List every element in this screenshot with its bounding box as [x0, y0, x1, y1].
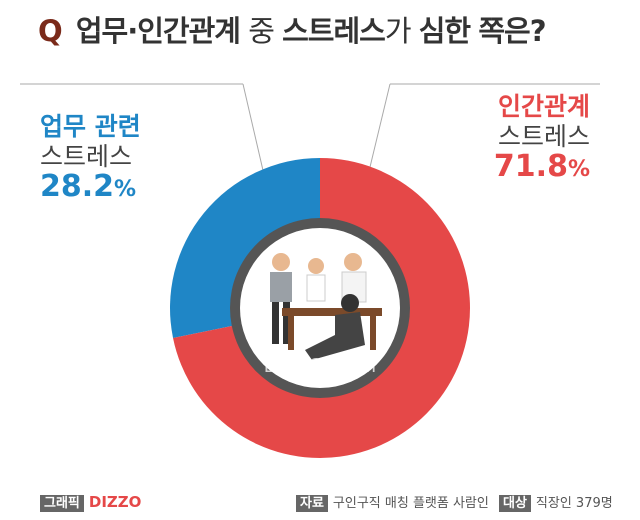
label-relationship: 인간관계 스트레스 71.8% [494, 92, 590, 185]
label-work: 업무 관련 스트레스 28.2% [40, 112, 141, 205]
title-part: 쪽은? [478, 14, 546, 48]
title-part: 스트레스 [282, 14, 386, 48]
value: 71.8 [493, 149, 568, 184]
unit: % [567, 157, 590, 182]
title-part: 가 [384, 14, 412, 48]
value: 28.2 [40, 169, 115, 204]
footer-source: 자료 구인구직 매칭 플랫폼 사람인 대상 직장인 379명 [296, 492, 613, 512]
source-tag: 자료 [296, 495, 328, 512]
title-part: 심한 [418, 14, 471, 48]
target-tag: 대상 [498, 495, 531, 512]
watermark: DIZZO.COM [264, 355, 376, 377]
target-text: 직장인 379명 [535, 496, 613, 511]
label-value: 71.8% [494, 152, 590, 185]
page-title: Q 업무·인간관계 중 스트레스가 심한 쪽은? [38, 8, 547, 50]
label-line: 업무 관련 [40, 112, 141, 141]
title-part: 중 [248, 14, 275, 48]
question-mark-label: Q [38, 14, 63, 48]
source-text: 구인구직 매칭 플랫폼 사람인 [332, 496, 489, 511]
label-value: 28.2% [40, 172, 141, 205]
label-line: 인간관계 [497, 92, 590, 121]
label-line: 스트레스 [40, 142, 133, 171]
office-illustration [270, 253, 382, 360]
graphic-tag: 그래픽 [40, 495, 84, 512]
unit: % [114, 177, 137, 202]
label-line: 스트레스 [497, 122, 590, 151]
brand-logo: DIZZO [88, 493, 142, 511]
footer-credit: 그래픽 DIZZO [40, 492, 142, 512]
title-part: 업무·인간관계 [75, 14, 241, 48]
